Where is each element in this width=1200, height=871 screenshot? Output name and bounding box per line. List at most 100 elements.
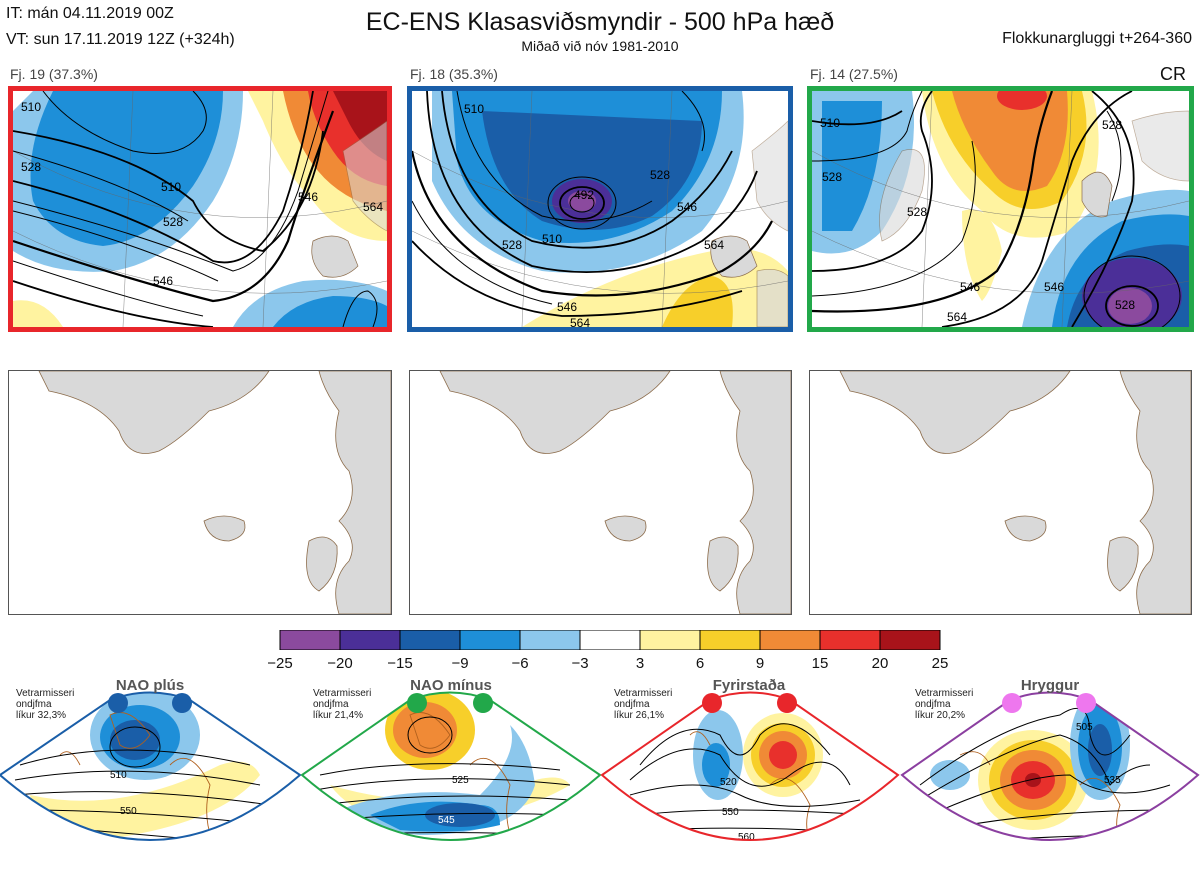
- cluster-3-label: Fj. 14 (27.5%): [810, 66, 898, 82]
- colorbar-swatch: [579, 630, 641, 650]
- greenland-land: [38, 371, 270, 454]
- page-title: EC-ENS Klasasviðsmyndir - 500 hPa hæð: [365, 8, 835, 36]
- contour-label: 528: [1102, 118, 1122, 132]
- greenland-land: [439, 371, 671, 454]
- regime-1-outline: [0, 691, 302, 841]
- greenland-land: [839, 371, 1071, 454]
- contour-label: 510: [820, 116, 840, 130]
- colorbar-swatch: [879, 630, 941, 650]
- contour-label: 545: [438, 815, 455, 826]
- cluster-2-label: Fj. 18 (35.3%): [410, 66, 498, 82]
- contour-label: 550: [722, 807, 739, 818]
- regime-1-marker: [108, 693, 128, 713]
- colorbar: [279, 630, 941, 650]
- regime-2-outline: [300, 691, 602, 841]
- british-isles-land: [306, 536, 338, 592]
- contour-label: 564: [704, 238, 724, 252]
- cluster-3-map: 510 528 528 546 546 564 528 528: [807, 86, 1194, 332]
- height-contours: [812, 91, 1181, 327]
- colorbar-swatch: [399, 630, 461, 650]
- colorbar-tick-label: 20: [871, 655, 889, 672]
- contour-label: 492: [574, 188, 594, 202]
- regime-4-title: Hryggur: [1020, 677, 1080, 694]
- contour-label: 560: [738, 832, 755, 843]
- contour-label: 550: [120, 806, 137, 817]
- empty-map-3: [809, 370, 1192, 615]
- contour-label: 565: [448, 850, 465, 861]
- contour-label: 528: [822, 170, 842, 184]
- regime-3-note: Vetrarmisseri ondjfma líkur 26,1%: [614, 688, 673, 721]
- contour-label: 505: [1076, 722, 1093, 733]
- contour-label: 528: [21, 160, 41, 174]
- regime-3-marker: [702, 693, 722, 713]
- init-time: IT: mán 04.11.2019 00Z: [6, 5, 174, 22]
- regime-1-marker: [172, 693, 192, 713]
- height-contours: [13, 91, 378, 327]
- colorbar-tick-label: 9: [755, 655, 765, 672]
- regime-4-outline: [900, 691, 1200, 841]
- british-isles-land: [1107, 536, 1139, 592]
- contour-label: 525: [452, 775, 469, 786]
- iceland-land: [1004, 515, 1047, 542]
- cluster-1-label: Fj. 19 (37.3%): [10, 66, 98, 82]
- regime-2-marker: [407, 693, 427, 713]
- page-subtitle: Miðað við nóv 1981-2010: [521, 38, 679, 54]
- anomaly-cold-center-east: [1108, 288, 1152, 324]
- cluster-1-map: 510 528 546 546 564 528 510: [8, 86, 392, 332]
- regime-2-marker: [473, 693, 493, 713]
- contour-label: 564: [570, 316, 590, 327]
- colorbar-swatch: [639, 630, 701, 650]
- europe-land: [1119, 371, 1191, 614]
- land: [311, 120, 387, 278]
- regime-4-marker: [1076, 693, 1096, 713]
- contour-label: 510: [21, 100, 41, 114]
- colorbar-tick-label: −9: [451, 655, 469, 672]
- colorbar-tick-label: 25: [931, 655, 949, 672]
- regime-4-marker: [1002, 693, 1022, 713]
- valid-time: VT: sun 17.11.2019 12Z (+324h): [6, 31, 235, 48]
- regime-2-note: Vetrarmisseri ondjfma líkur 21,4%: [313, 688, 372, 721]
- regime-1-note: Vetrarmisseri ondjfma líkur 32,3%: [16, 688, 75, 721]
- colorbar-swatch: [459, 630, 521, 650]
- height-contours: [412, 91, 773, 317]
- regime-2-title: NAO mínus: [410, 677, 492, 694]
- cr-label: CR: [1160, 64, 1186, 84]
- anomaly-warm-red: [997, 91, 1047, 110]
- anomaly-cold-mid: [30, 91, 223, 246]
- colorbar-swatch: [819, 630, 881, 650]
- colorbar-tick-label: 6: [695, 655, 705, 672]
- colorbar-swatch: [519, 630, 581, 650]
- contour-label: 528: [163, 215, 183, 229]
- contour-label: 528: [907, 205, 927, 219]
- contour-label: 546: [298, 190, 318, 204]
- contour-label: 546: [557, 300, 577, 314]
- contour-label: 528: [650, 168, 670, 182]
- cluster-2-map: 492 510 528 528 546 546 564 564 510: [407, 86, 793, 332]
- contour-label: 546: [153, 274, 173, 288]
- classification-window: Flokkunargluggi t+264-360: [1002, 30, 1192, 47]
- regime-3-marker: [777, 693, 797, 713]
- contour-label: 528: [502, 238, 522, 252]
- contour-label: 510: [110, 770, 127, 781]
- anomaly-warm-orange: [952, 91, 1068, 191]
- land: [710, 120, 788, 327]
- contour-label: 510: [542, 232, 562, 246]
- europe-land: [318, 371, 391, 614]
- land: [879, 110, 1189, 242]
- contour-label: 510: [161, 180, 181, 194]
- anomaly-warm-southwest: [13, 300, 63, 327]
- anomaly-warm-mid: [662, 276, 733, 327]
- regime-fans: 510 550 525 545 565: [0, 691, 1200, 861]
- colorbar-swatch: [279, 630, 341, 650]
- graticule: [812, 91, 1189, 327]
- empty-map-1: [8, 370, 392, 615]
- colorbar-tick-label: −25: [267, 655, 293, 672]
- colorbar-swatch: [759, 630, 821, 650]
- contour-label: 510: [464, 102, 484, 116]
- colorbar-swatch: [339, 630, 401, 650]
- colorbar-tick-label: −20: [327, 655, 353, 672]
- anomaly-cold-south: [273, 296, 387, 327]
- contour-label: 528: [1115, 298, 1135, 312]
- british-isles-land: [707, 536, 739, 592]
- colorbar-tick-label: 15: [811, 655, 829, 672]
